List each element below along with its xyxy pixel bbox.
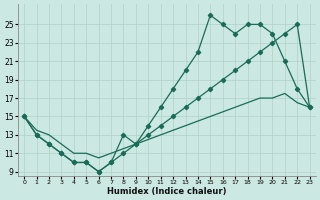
X-axis label: Humidex (Indice chaleur): Humidex (Indice chaleur) (107, 187, 227, 196)
